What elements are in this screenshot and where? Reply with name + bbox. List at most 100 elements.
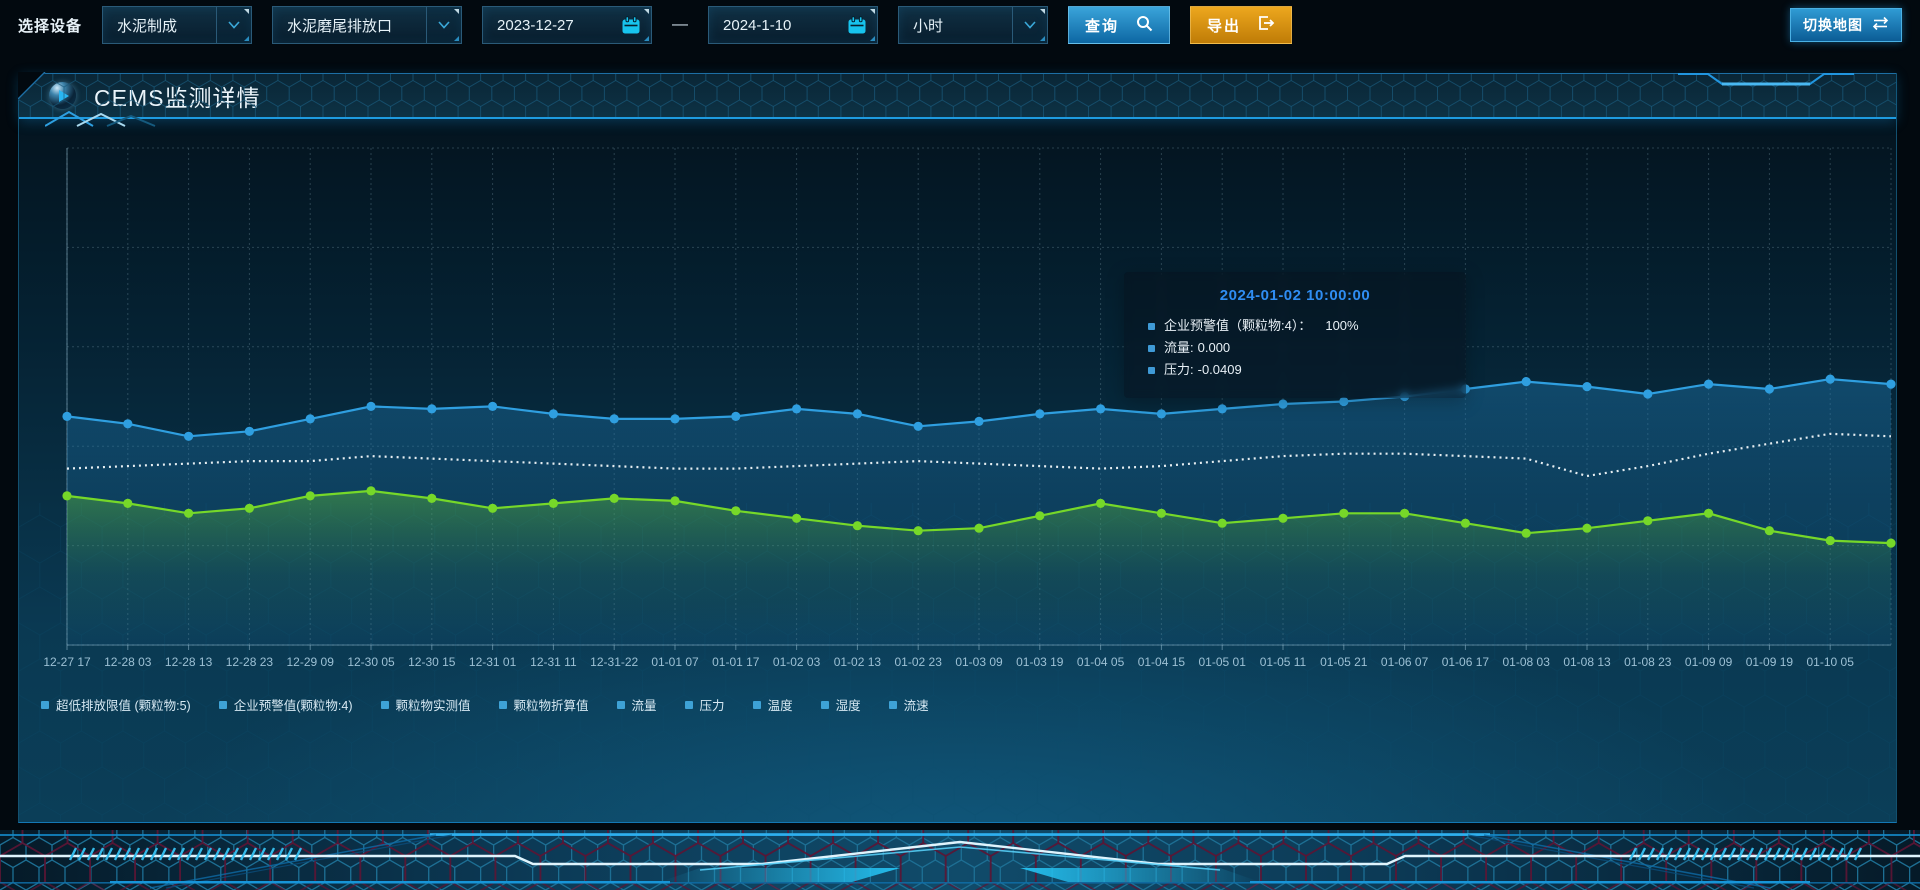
x-axis-label: 01-06 17 xyxy=(1442,655,1490,669)
legend-item[interactable]: 流量 xyxy=(616,695,657,714)
data-point xyxy=(609,414,619,424)
x-axis-label: 01-06 07 xyxy=(1381,655,1429,669)
legend-item[interactable]: 企业预警值(颗粒物:4) xyxy=(218,695,353,714)
legend-item-label: 颗粒物实测值 xyxy=(395,699,471,713)
legend-item[interactable]: 超低排放限值 (颗粒物:5) xyxy=(41,695,191,714)
x-axis-label: 12-30 15 xyxy=(408,655,456,669)
data-point xyxy=(1156,409,1166,419)
query-button-label: 查询 xyxy=(1085,17,1120,35)
data-point xyxy=(1217,518,1227,528)
start-date-value: 2023-12-27 xyxy=(497,16,574,34)
data-point xyxy=(1582,523,1592,533)
legend-item-label: 压力 xyxy=(699,699,725,713)
x-axis-label: 01-09 19 xyxy=(1746,655,1794,669)
query-button[interactable]: 查询 xyxy=(1068,6,1171,44)
series-area-2 xyxy=(67,490,1891,645)
x-axis-label: 12-29 09 xyxy=(287,655,335,669)
data-point xyxy=(913,526,923,536)
data-point xyxy=(1643,516,1653,526)
legend-item[interactable]: 温度 xyxy=(752,695,793,714)
calendar-icon[interactable] xyxy=(847,15,877,35)
x-axis-label: 12-27 17 xyxy=(43,655,91,669)
data-point xyxy=(1886,379,1896,389)
x-axis-label: 01-03 09 xyxy=(955,655,1003,669)
data-point xyxy=(1521,528,1531,538)
tooltip-row: 压力: -0.0409 xyxy=(1148,359,1442,381)
data-point xyxy=(123,498,133,508)
toolbar: 选择设备 水泥制成 水泥磨尾排放口 2023-12-27 xyxy=(18,6,1902,44)
tooltip-row: 企业预警值（颗粒物:4）： 100% xyxy=(1148,315,1442,337)
calendar-icon[interactable] xyxy=(621,15,651,35)
x-axis-label: 01-04 15 xyxy=(1138,655,1186,669)
data-point xyxy=(852,409,863,419)
legend-item[interactable]: 湿度 xyxy=(820,695,861,714)
data-point xyxy=(852,521,863,531)
chart-legend: 超低排放限值 (颗粒物:5) 企业预警值(颗粒物:4) 颗粒物实测值 颗粒物折算值 流量… xyxy=(41,695,929,714)
data-point xyxy=(913,421,923,431)
x-axis-label: 12-31 01 xyxy=(469,655,517,669)
legend-item[interactable]: 颗粒物折算值 xyxy=(498,695,589,714)
data-point xyxy=(1764,384,1774,394)
x-axis-label: 01-08 03 xyxy=(1503,655,1551,669)
tooltip-row-label: 压力: xyxy=(1164,362,1194,377)
tooltip-row-value: 100% xyxy=(1325,318,1359,333)
x-axis-label: 12-28 03 xyxy=(104,655,152,669)
data-point xyxy=(609,493,619,503)
data-point xyxy=(1582,382,1592,392)
legend-item-label: 湿度 xyxy=(835,699,861,713)
device-outlet-select[interactable]: 水泥磨尾排放口 xyxy=(272,6,463,44)
x-axis-label: 01-05 21 xyxy=(1320,655,1368,669)
data-point xyxy=(792,513,802,523)
legend-item[interactable]: 压力 xyxy=(684,695,725,714)
data-point xyxy=(1643,389,1653,399)
start-date-input[interactable]: 2023-12-27 xyxy=(482,6,653,44)
data-point xyxy=(123,419,133,429)
data-point xyxy=(731,506,741,516)
corner-cut-decoration xyxy=(18,72,46,100)
device-outlet-value: 水泥磨尾排放口 xyxy=(287,17,393,35)
tooltip-row-label: 流量: xyxy=(1164,340,1194,355)
interval-select[interactable]: 小时 xyxy=(898,6,1049,44)
x-axis-label: 01-02 23 xyxy=(895,655,943,669)
legend-item[interactable]: 颗粒物实测值 xyxy=(380,695,471,714)
legend-item[interactable]: 流速 xyxy=(888,695,929,714)
export-button-label: 导出 xyxy=(1207,17,1242,35)
data-point xyxy=(670,496,680,506)
data-point xyxy=(427,404,437,414)
data-point xyxy=(1825,536,1835,546)
x-axis-label: 01-05 11 xyxy=(1260,655,1307,669)
play-icon xyxy=(49,82,76,109)
cems-line-chart[interactable]: 12-27 17 12-28 03 12-28 13 12-28 23 12-29 09… xyxy=(43,147,1896,682)
data-point xyxy=(1096,404,1106,414)
legend-marker-icon xyxy=(218,700,227,709)
end-date-input[interactable]: 2024-1-10 xyxy=(708,6,879,44)
switch-map-button[interactable]: 切换地图 xyxy=(1790,8,1902,42)
tooltip-row-label: 企业预警值（颗粒物:4）： xyxy=(1164,318,1312,333)
export-icon xyxy=(1257,15,1275,35)
chart-tooltip: 2024-01-02 10:00:00 企业预警值（颗粒物:4）： 100% 流… xyxy=(1124,272,1466,398)
tooltip-marker-icon xyxy=(1148,322,1155,330)
x-axis-label: 12-31-22 xyxy=(590,655,638,669)
tooltip-row: 流量: 0.000 xyxy=(1148,337,1442,359)
data-point xyxy=(1704,508,1714,518)
chevron-down-icon xyxy=(426,7,462,43)
data-point xyxy=(184,508,194,518)
hexagon-pattern xyxy=(19,74,1896,117)
data-point xyxy=(427,493,437,503)
data-point xyxy=(244,503,254,513)
legend-item-label: 超低排放限值 (颗粒物:5) xyxy=(56,699,191,713)
x-axis-label: 01-08 13 xyxy=(1563,655,1611,669)
search-icon xyxy=(1136,15,1153,36)
chevron-down-icon xyxy=(216,7,252,43)
x-axis-label: 01-02 13 xyxy=(834,655,882,669)
export-button[interactable]: 导出 xyxy=(1190,6,1293,44)
x-axis-label: 01-08 23 xyxy=(1624,655,1672,669)
x-axis-label: 12-28 13 xyxy=(165,655,213,669)
data-point xyxy=(1704,379,1714,389)
legend-item-label: 企业预警值(颗粒物:4) xyxy=(233,699,353,713)
device-category-value: 水泥制成 xyxy=(117,17,178,35)
device-select-label: 选择设备 xyxy=(18,17,83,35)
data-point xyxy=(1886,538,1896,548)
device-category-select[interactable]: 水泥制成 xyxy=(102,6,253,44)
data-point xyxy=(1521,377,1531,387)
